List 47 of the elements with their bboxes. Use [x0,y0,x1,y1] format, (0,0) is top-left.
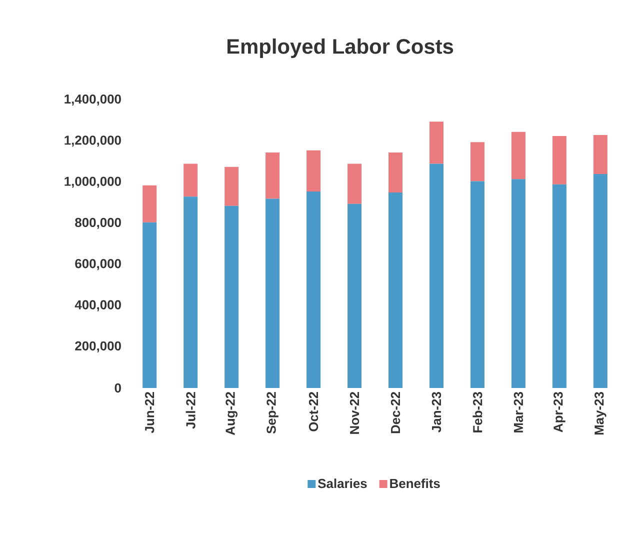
bar [552,136,566,184]
y-tick-label: 800,000 [75,218,121,229]
y-tick-label: 600,000 [75,259,121,270]
bar [511,179,526,388]
y-tick-label: 1,200,000 [64,136,121,147]
bar [224,206,239,388]
x-tick-label: Dec-22 [390,392,400,434]
y-tick-label: 400,000 [74,300,121,312]
bar [184,196,198,388]
bar [429,164,444,388]
bar [470,181,484,388]
bar [388,192,402,388]
bar [511,132,526,180]
x-tick-label: Aug-22 [226,392,238,436]
x-tick-label: Nov-22 [350,392,360,434]
x-tick-label: Apr-23 [554,392,566,432]
bar [266,152,280,199]
bar [388,152,402,193]
bar [348,204,362,388]
bar [142,222,157,388]
x-tick-label: Oct-22 [308,392,318,432]
x-tick-label: Mar-23 [514,392,524,432]
x-tick-label: Sep-22 [266,392,278,434]
x-tick-label: Jun-22 [145,392,154,434]
bar [142,185,157,222]
bar [470,142,484,182]
y-tick-label: 1,400,000 [64,94,121,106]
bar [266,198,280,388]
bar [306,192,321,388]
legend-label: Benefits [390,478,440,488]
chart-title: Employed Labor Costs [227,38,454,58]
bar [552,184,566,388]
x-tick-label: Jan-23 [432,392,442,432]
legend-label: Salaries [318,478,367,488]
bar [184,164,198,197]
bar [348,164,362,204]
bar [429,122,444,164]
y-tick-label: 200,000 [75,341,121,352]
y-tick-label: 1,000,000 [64,176,121,188]
y-tick-label: 0 [114,383,121,393]
bar [306,150,321,192]
bar [593,134,608,174]
x-tick-label: Feb-23 [472,392,482,432]
bar [593,174,608,388]
x-tick-label: Jul-22 [186,392,196,429]
bar [224,166,239,206]
x-tick-label: May-23 [594,392,606,435]
